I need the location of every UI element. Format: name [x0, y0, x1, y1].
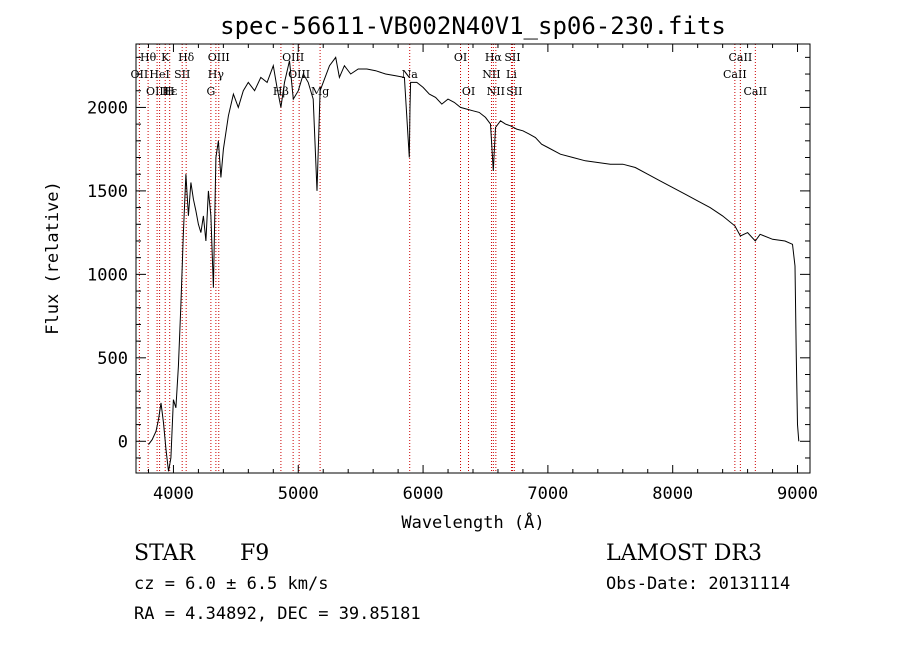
x-tick-label: 9000	[777, 484, 818, 504]
line-label: SII	[506, 85, 522, 98]
y-tick-label: 500	[97, 349, 128, 369]
survey-name: LAMOST DR3	[606, 541, 762, 566]
x-axis-label: Wavelength (Å)	[401, 511, 544, 533]
observation-date: Obs-Date: 20131114	[606, 574, 791, 594]
line-label: G	[206, 85, 215, 98]
line-label: NII	[482, 68, 500, 81]
x-tick-label: 5000	[278, 484, 319, 504]
line-label: K	[161, 51, 170, 64]
line-label: OIII	[282, 51, 304, 64]
line-label: Hγ	[208, 68, 225, 81]
line-label: Hθ	[140, 51, 157, 64]
line-label: Mg	[311, 85, 329, 98]
y-tick-label: 2000	[87, 98, 128, 118]
emission-line-markers	[138, 44, 756, 473]
line-label: OIII	[146, 85, 168, 98]
line-label: OI	[462, 85, 475, 98]
line-label: Hβ	[273, 85, 289, 98]
y-axis-ticks: 0 500 1000 1500 2000	[87, 56, 810, 459]
line-label: Hδ	[178, 51, 195, 64]
y-axis-label: Flux (relative)	[43, 181, 63, 335]
line-label: HeI	[149, 68, 169, 81]
line-label: CaII	[723, 68, 747, 81]
line-label: OI	[454, 51, 467, 64]
line-label: Hε	[162, 85, 178, 98]
line-label: CaII	[743, 85, 767, 98]
line-label: Hα	[485, 51, 503, 64]
line-label: H	[165, 85, 175, 98]
line-label: OIII	[288, 68, 310, 81]
y-tick-label: 1000	[87, 265, 128, 285]
x-tick-label: 4000	[153, 484, 194, 504]
line-label: Na	[402, 68, 419, 81]
chart-title: spec-56611-VB002N40V1_sp06-230.fits	[220, 12, 726, 40]
line-label: NII	[487, 85, 505, 98]
coordinates: RA = 4.34892, DEC = 39.85181	[134, 604, 421, 624]
y-tick-label: 1500	[87, 182, 128, 202]
line-label: OIII	[208, 51, 230, 64]
y-tick-label: 0	[118, 432, 128, 452]
redshift-cz: cz = 6.0 ± 6.5 km/s	[134, 574, 329, 594]
line-label: CaII	[729, 51, 753, 64]
x-axis-ticks: 4000 5000 6000 7000 8000 9000	[147, 44, 818, 504]
spectrum-line	[148, 56, 800, 472]
line-label: SII	[174, 68, 190, 81]
x-tick-label: 8000	[652, 484, 693, 504]
plot-frame	[135, 43, 811, 474]
x-tick-label: 6000	[403, 484, 444, 504]
line-label: OII	[131, 68, 149, 81]
line-label: Li	[506, 68, 517, 81]
line-label: SII	[504, 51, 520, 64]
spectral-subclass: F9	[240, 541, 270, 566]
object-type: STAR	[134, 541, 195, 566]
x-tick-label: 7000	[527, 484, 568, 504]
